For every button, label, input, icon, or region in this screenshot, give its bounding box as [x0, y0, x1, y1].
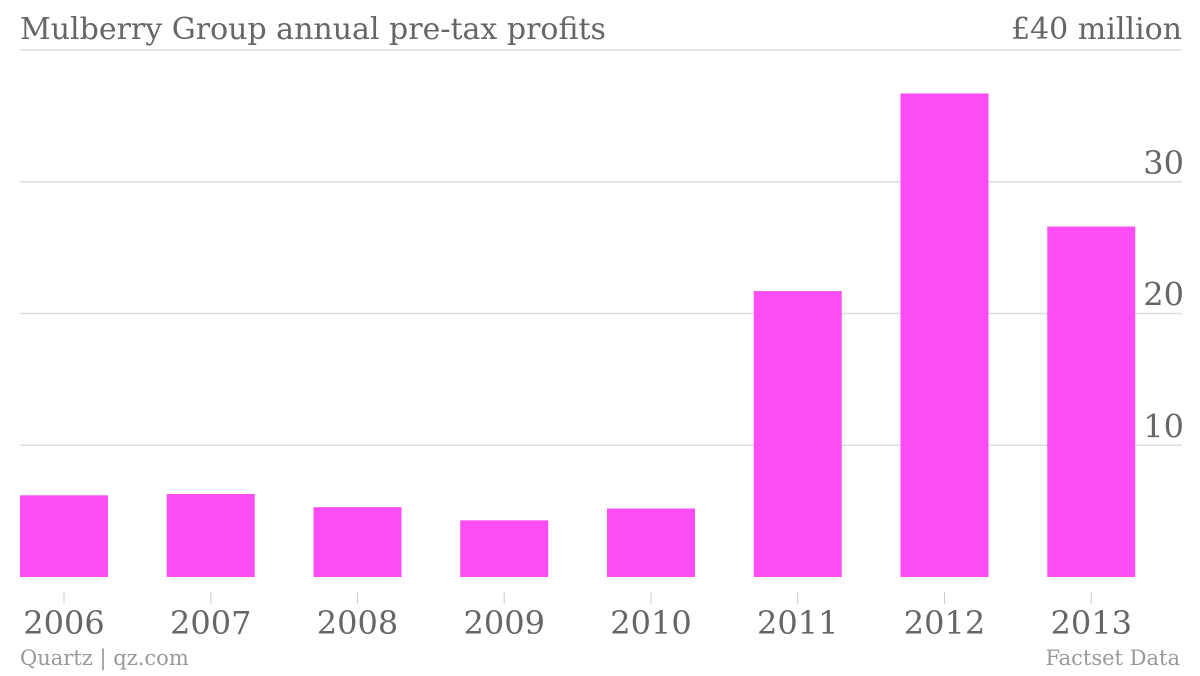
bar-2008	[313, 507, 402, 577]
x-tick-label: 2012	[904, 604, 985, 642]
x-tick-label: 2010	[610, 604, 691, 642]
gridlines	[20, 49, 1182, 446]
credit-source: Quartz | qz.com	[20, 646, 189, 670]
bar-2009	[460, 520, 549, 577]
x-tick-label: 2006	[23, 604, 104, 642]
x-tick-label: 2013	[1051, 604, 1132, 642]
bar-2010	[607, 508, 695, 577]
x-tick-label: 2008	[317, 604, 398, 642]
bars	[20, 93, 1136, 578]
bar-2013	[1047, 226, 1136, 578]
x-tick-label: 2011	[757, 604, 838, 642]
y-tick-label: 20	[1143, 276, 1184, 314]
bar-2011	[753, 291, 842, 577]
y-tick-label: 30	[1143, 144, 1184, 182]
bar-2007	[166, 493, 255, 577]
axis-ticks: 10 20 30 2006 2007 2008 2009 2010 2011 2012 2013	[23, 144, 1184, 642]
y-tick-label: 10	[1143, 407, 1184, 445]
bar-2006	[20, 495, 108, 577]
x-tick-label: 2009	[464, 604, 545, 642]
x-tick-label: 2007	[170, 604, 251, 642]
data-source: Factset Data	[1045, 646, 1180, 670]
bar-2012	[900, 93, 989, 577]
y-axis-max-label: £40 million	[1010, 12, 1182, 47]
chart-title: Mulberry Group annual pre-tax profits	[20, 12, 606, 47]
